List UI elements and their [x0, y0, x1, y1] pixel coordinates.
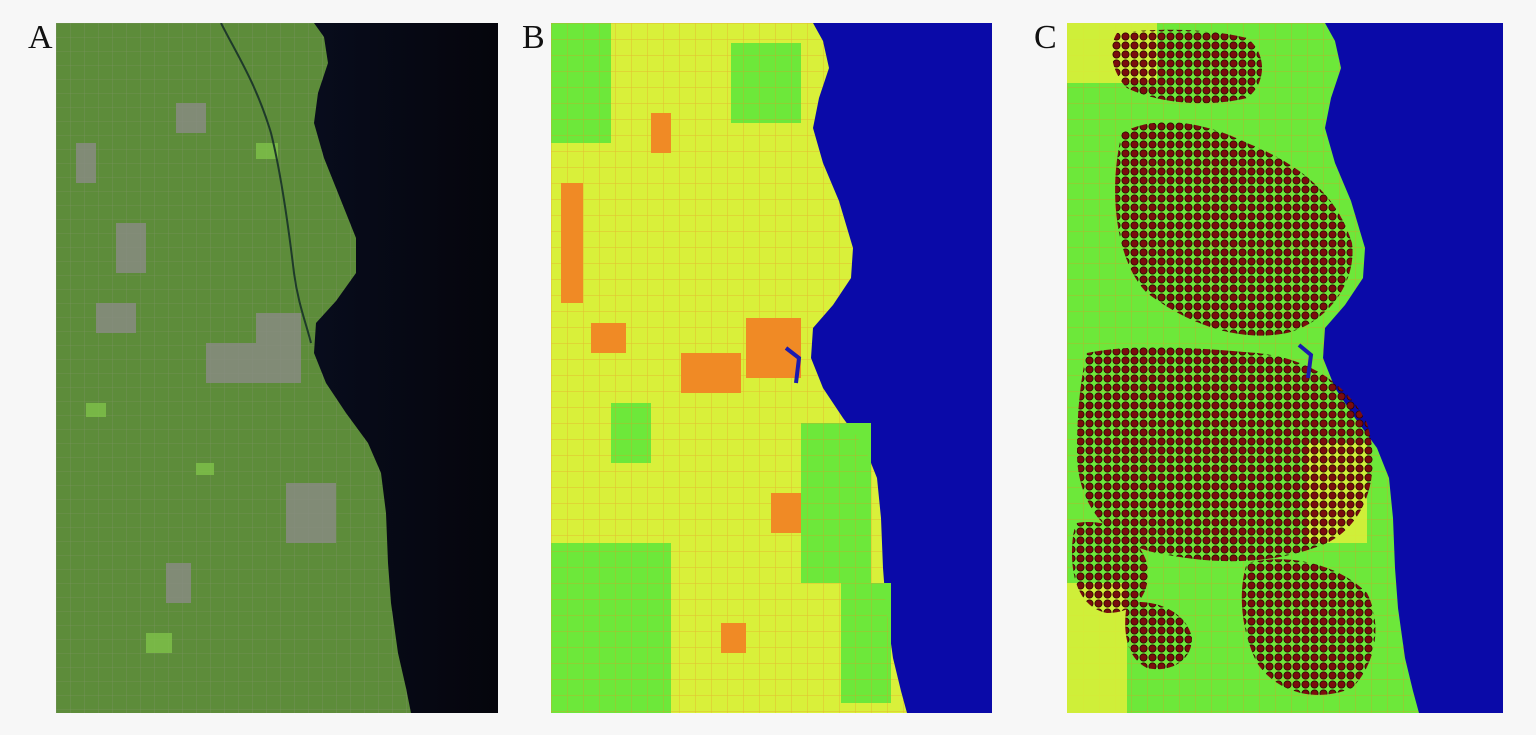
satellite-image — [56, 23, 498, 713]
panel-label-a: A — [28, 19, 53, 56]
sample-points — [1072, 29, 1376, 695]
panel-label-b: B — [522, 19, 545, 56]
urban-areas — [76, 103, 336, 603]
satellite-image-panel — [56, 23, 498, 713]
sample-points-map-panel — [1067, 23, 1503, 713]
river — [220, 23, 312, 344]
river-class — [1297, 343, 1314, 379]
sample-points-map — [1067, 23, 1503, 713]
urban-class — [561, 113, 801, 653]
land-cover-map-panel — [551, 23, 992, 713]
panel-label-c: C — [1034, 19, 1057, 56]
river-class — [784, 346, 802, 384]
land-cover-map — [551, 23, 992, 713]
